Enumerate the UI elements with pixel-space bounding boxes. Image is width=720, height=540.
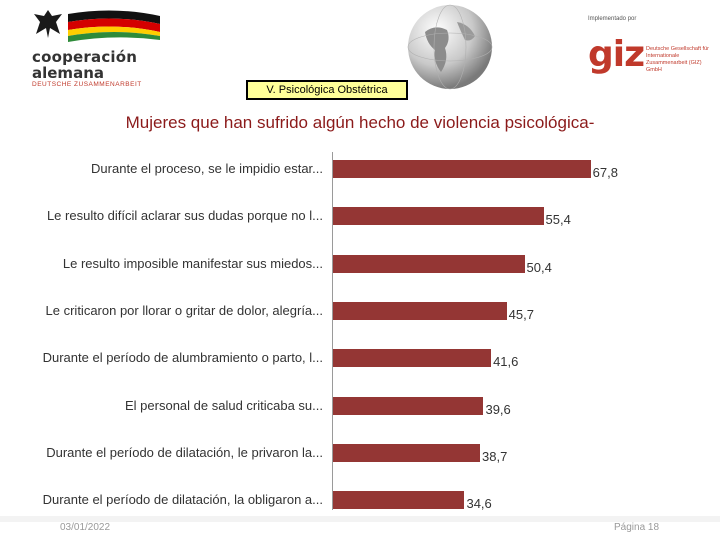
category-label: Durante el proceso, se le impidio estar.…	[91, 161, 323, 176]
footer-page-number: Página 18	[614, 522, 660, 533]
bar	[333, 491, 465, 510]
category-label: Le resulto imposible manifestar sus mied…	[62, 255, 323, 271]
bar	[333, 160, 591, 178]
footer-band	[0, 516, 720, 522]
bar	[333, 443, 481, 462]
value-label: 34,6	[466, 496, 492, 512]
coop-line-1: cooperación	[32, 48, 138, 66]
section-badge: V. Psicológica Obstétrica	[246, 80, 408, 100]
chart-title-text: Mujeres que han sufrido algún hecho de v…	[125, 113, 595, 132]
category-label: Durante el período de alumbramiento o pa…	[42, 350, 323, 366]
giz-organization-text: Deutsche Gesellschaft für Internationale…	[646, 46, 709, 73]
value-label: 38,7	[482, 448, 508, 464]
category-axis-line	[332, 152, 333, 510]
category-label: Durante el período de dilatación, la obl…	[42, 492, 323, 508]
chart-title: Mujeres que han sufrido algún hecho de v…	[0, 113, 720, 133]
value-label: 67,8	[592, 165, 618, 180]
globe-icon	[407, 4, 493, 90]
bar	[333, 396, 484, 415]
category-label: Le criticaron por llorar o gritar de dol…	[45, 302, 323, 318]
value-label: 39,6	[485, 401, 511, 417]
value-label: 41,6	[493, 354, 519, 370]
coop-line-2: alemana	[32, 64, 104, 82]
bar	[333, 207, 544, 226]
bar	[333, 254, 525, 273]
flag-stripes-icon	[68, 10, 160, 42]
bar	[333, 349, 492, 368]
giz-implemented-by: Implementado por	[588, 16, 637, 22]
value-label: 55,4	[545, 212, 571, 228]
giz-logo: giz	[588, 34, 645, 75]
coop-line-3: DEUTSCHE ZUSAMMENARBEIT	[32, 81, 142, 88]
cooperacion-alemana-logo: cooperación alemana DEUTSCHE ZUSAMMENARB…	[28, 6, 178, 88]
category-label: Durante el período de dilatación, le pri…	[46, 444, 323, 460]
bar-chart: Durante el proceso, se le impidio estar.…	[0, 140, 720, 515]
value-label: 45,7	[508, 306, 534, 322]
category-label: Le resulto difícil aclarar sus dudas por…	[46, 208, 323, 224]
eagle-emblem-icon	[28, 6, 68, 42]
category-label: El personal de salud criticaba su...	[125, 397, 323, 413]
bar	[333, 301, 507, 320]
value-label: 50,4	[526, 259, 552, 275]
footer-date: 03/01/2022	[60, 522, 111, 533]
